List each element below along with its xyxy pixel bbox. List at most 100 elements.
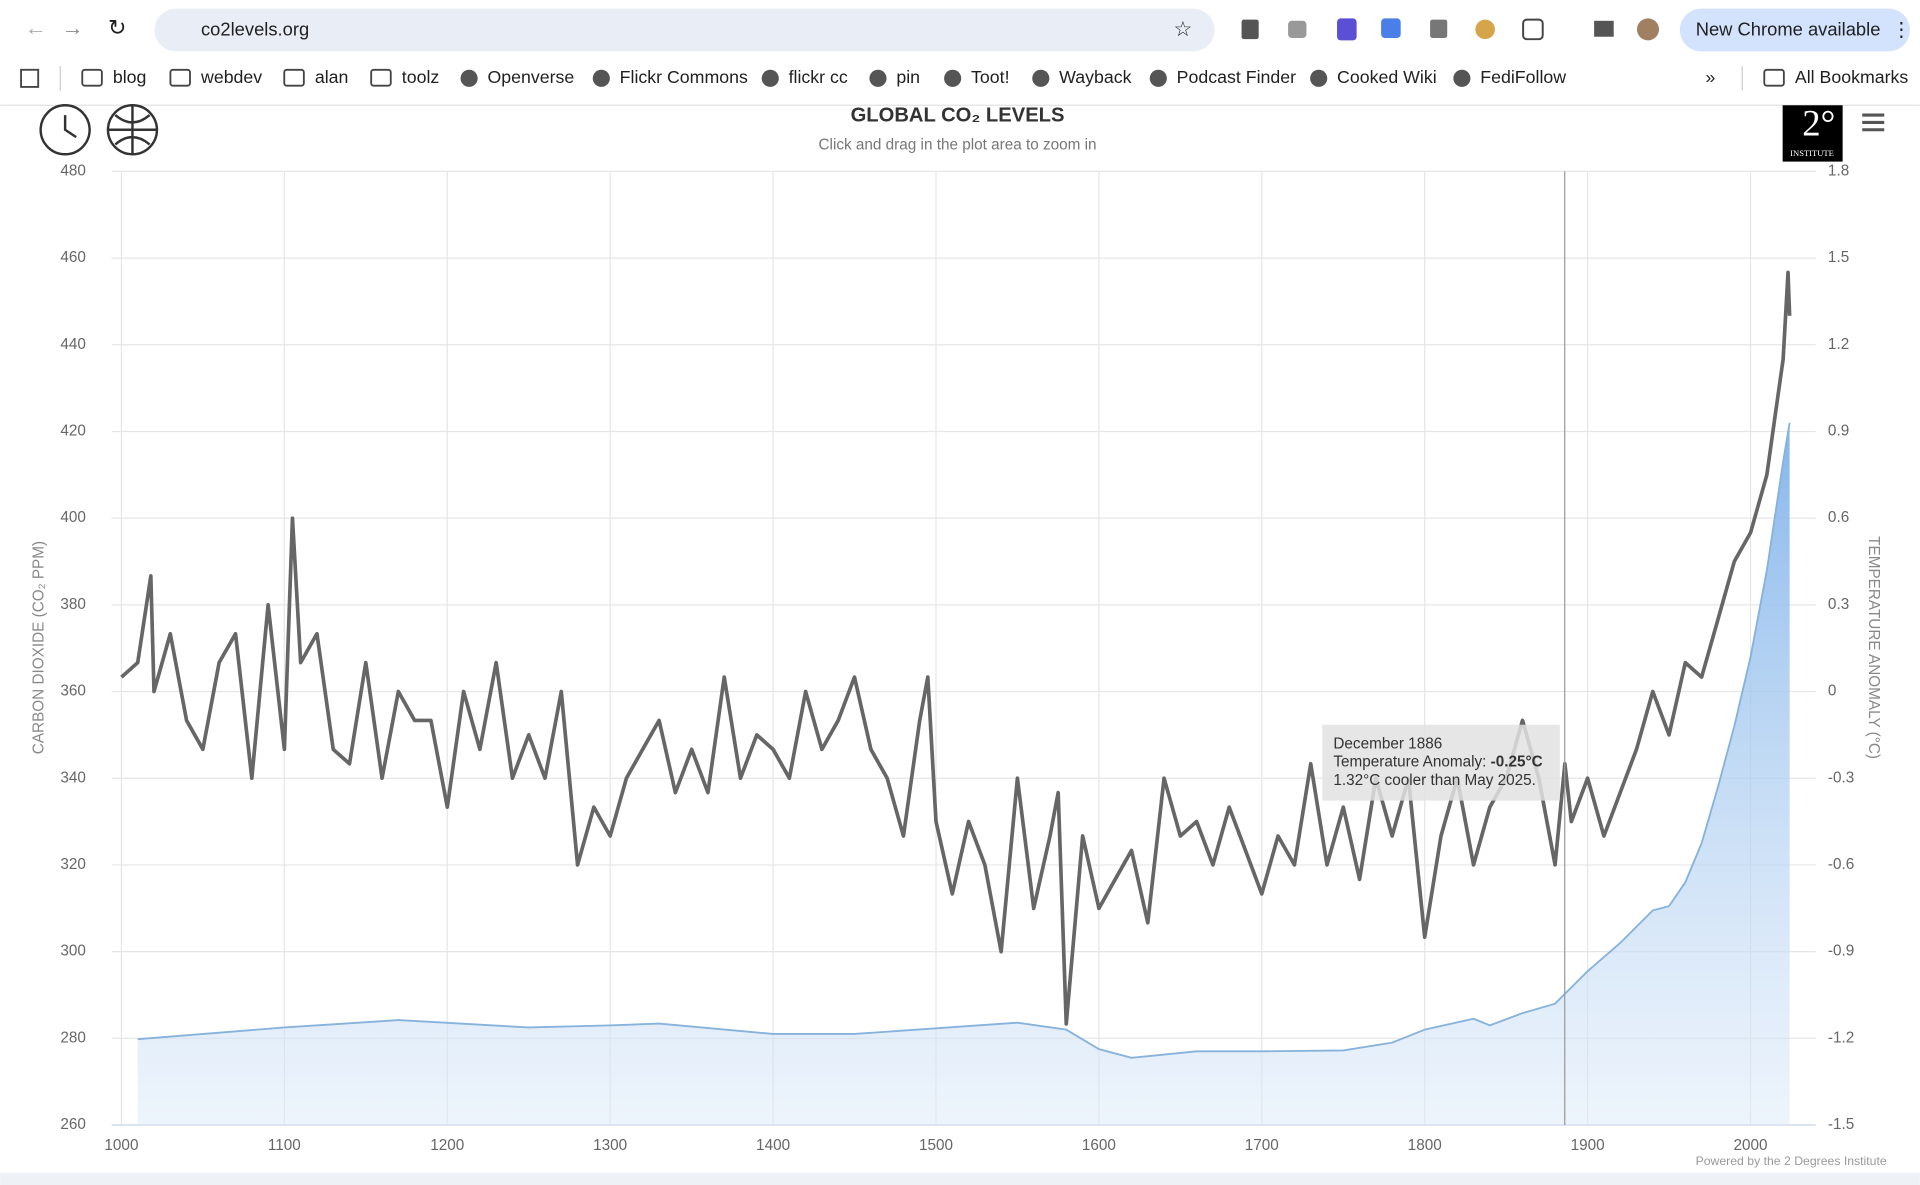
bookmarks-bar: » All Bookmarks blog webdev alan toolz Openv… — [20, 66, 1909, 91]
tooltip-value: -0.25°C — [1491, 754, 1543, 771]
extension-icons — [1241, 18, 1660, 41]
media-button[interactable] — [1594, 20, 1614, 37]
extension-icon[interactable] — [1430, 19, 1448, 38]
reload-button[interactable]: ↻ — [108, 15, 126, 40]
bookmark[interactable]: Openverse — [487, 67, 574, 87]
y2-tick-label: -0.3 — [1828, 769, 1854, 786]
folder-icon — [169, 68, 191, 87]
extensions-button[interactable] — [1522, 18, 1544, 41]
folder-icon — [81, 68, 103, 87]
profile-avatar[interactable] — [1636, 18, 1660, 41]
x-tick-label: 1000 — [104, 1137, 138, 1154]
x-tick-label: 1500 — [919, 1137, 953, 1154]
tooltip-comparison: 1.32°C cooler than May 2025. — [1333, 772, 1536, 789]
x-tick-label: 2000 — [1734, 1137, 1768, 1154]
site-icon — [1149, 69, 1167, 87]
y2-tick-label: -0.6 — [1828, 856, 1854, 873]
x-tick-label: 1900 — [1571, 1137, 1605, 1154]
bookmark[interactable]: webdev — [200, 67, 262, 87]
y2-tick-label: -1.2 — [1828, 1029, 1854, 1046]
area — [137, 422, 1790, 1126]
bookmark[interactable]: Podcast Finder — [1177, 67, 1296, 87]
bookmark[interactable]: alan — [315, 67, 349, 87]
tooltip-line: Temperature Anomaly: -0.25°C — [1333, 754, 1542, 771]
bookmark[interactable]: toolz — [402, 67, 440, 87]
address-bar[interactable] — [154, 8, 1215, 52]
folder-icon — [370, 68, 392, 87]
extension-icon[interactable] — [1241, 19, 1259, 40]
all-bookmarks[interactable]: All Bookmarks — [1795, 67, 1909, 87]
tooltip-box — [1322, 724, 1560, 801]
logo[interactable] — [1782, 105, 1843, 162]
site-icon — [1032, 69, 1050, 87]
y-axis-label: CARBON DIOXIDE (CO₂ PPM) — [30, 541, 47, 754]
bookmark-star[interactable]: ☆ — [1173, 18, 1192, 41]
more-bookmarks[interactable]: » — [1705, 67, 1715, 87]
extension-icon[interactable] — [1381, 18, 1401, 38]
history-icon[interactable] — [39, 104, 91, 156]
line — [120, 270, 1792, 1026]
y-tick-label: 480 — [60, 162, 86, 179]
url: co2levels.org — [201, 18, 309, 39]
extension-icon[interactable] — [1337, 18, 1357, 41]
tooltip-label: Temperature Anomaly: — [1333, 754, 1490, 771]
x-tick-label: 1300 — [593, 1137, 627, 1154]
bookmark[interactable]: Cooked Wiki — [1337, 67, 1437, 87]
y2-tick-label: 1.2 — [1828, 336, 1849, 353]
y-tick-label: 420 — [60, 423, 86, 440]
credit: Powered by the 2 Degrees Institute — [1696, 1154, 1887, 1168]
site-icon — [1453, 69, 1471, 87]
site-icon — [761, 69, 779, 87]
y-tick-label: 380 — [60, 596, 86, 613]
forward-button[interactable]: → — [61, 15, 83, 40]
folder-icon — [283, 68, 305, 87]
chart-menu[interactable] — [1862, 113, 1885, 132]
chart-title: GLOBAL CO₂ LEVELS — [851, 105, 1065, 127]
page-footer — [0, 1172, 1920, 1185]
y2-tick-label: 0.9 — [1828, 423, 1849, 440]
y2-tick-label: 0.6 — [1828, 509, 1849, 526]
site-icon — [460, 69, 478, 87]
y2-tick-label: 0.3 — [1828, 596, 1849, 613]
menu-button[interactable]: ⋮ — [1892, 19, 1912, 41]
x-tick-label: 1200 — [430, 1137, 464, 1154]
y-tick-label: 400 — [60, 509, 86, 526]
plot: 260 280 300 320 340 360 380 400 420 440 460 480 -1.5… — [30, 162, 1882, 1153]
x-tick-label: 1800 — [1408, 1137, 1442, 1154]
bookmark[interactable]: FediFollow — [1480, 67, 1566, 87]
apps-button[interactable] — [20, 68, 40, 88]
extension-icon[interactable] — [1475, 19, 1495, 40]
history-icon-hands — [63, 115, 77, 139]
line — [137, 422, 1791, 1059]
tooltip-date: December 1886 — [1333, 735, 1442, 752]
bookmark[interactable]: blog — [113, 67, 147, 87]
bookmark[interactable]: Flickr Commons — [620, 67, 748, 87]
y-tick-label: 280 — [60, 1029, 86, 1046]
y2-tick-label: -1.5 — [1828, 1116, 1854, 1133]
site-icon — [592, 69, 610, 87]
y-tick-label: 340 — [60, 769, 86, 786]
y-tick-label: 260 — [60, 1116, 86, 1133]
globe-icon-lines — [107, 105, 157, 155]
bookmark[interactable]: Wayback — [1059, 67, 1131, 87]
logo-text: 2° — [1802, 103, 1835, 144]
bookmark[interactable]: Toot! — [971, 67, 1009, 87]
update-button[interactable] — [1679, 8, 1910, 52]
update-label: New Chrome available — [1696, 18, 1881, 39]
y-tick-label: 320 — [60, 856, 86, 873]
x-tick-label: 1400 — [756, 1137, 790, 1154]
extension-icon[interactable] — [1288, 20, 1307, 38]
tooltip: December 1886 Temperature Anomaly: -0.25… — [1322, 724, 1560, 801]
bookmark[interactable]: pin — [896, 67, 920, 87]
site-icon — [869, 69, 887, 87]
x-tick-label: 1700 — [1245, 1137, 1279, 1154]
bookmark[interactable]: flickr cc — [789, 67, 848, 87]
chart-subtitle: Click and drag in the plot area to zoom … — [819, 137, 1097, 154]
back-button[interactable]: ← — [25, 15, 47, 40]
y2-tick-label: 1.5 — [1828, 249, 1849, 266]
site-icons — [39, 104, 159, 156]
x-tick-label: 1600 — [1082, 1137, 1116, 1154]
y2-tick-label: 1.8 — [1828, 162, 1849, 179]
